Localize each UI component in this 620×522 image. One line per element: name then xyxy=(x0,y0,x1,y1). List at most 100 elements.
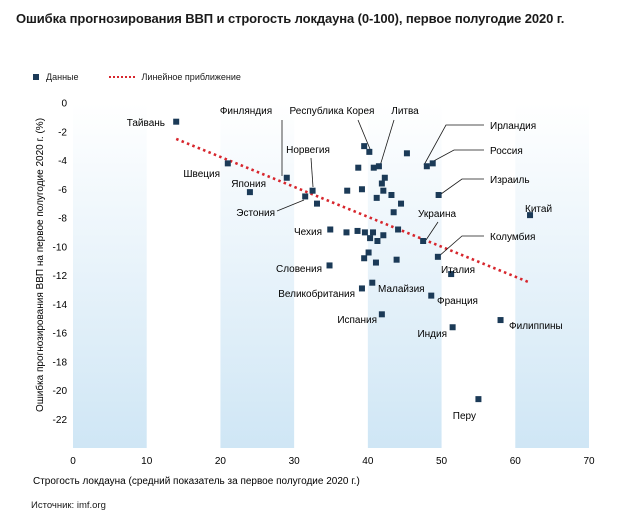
point-label: Республика Корея xyxy=(290,105,375,117)
point-labels: Тайвань Финляндия Швеция Япония Норвегия Эсто… xyxy=(127,105,563,422)
y-tick-label: -8 xyxy=(58,214,67,225)
point-label: Италия xyxy=(441,265,475,276)
data-point xyxy=(378,311,385,318)
data-point xyxy=(361,143,368,150)
data-point xyxy=(361,229,368,236)
y-tick-label: -18 xyxy=(53,357,68,368)
data-point xyxy=(475,396,482,403)
y-tick-label: -22 xyxy=(53,415,68,426)
y-axis-ticks: 0 -2 -4 -6 -8 -10 -12 -14 -16 -18 -20 -22 xyxy=(53,99,68,426)
leader-line xyxy=(440,178,484,195)
shaded-band xyxy=(515,103,589,448)
legend-dotted-line-marker xyxy=(108,76,135,78)
data-point xyxy=(373,194,380,201)
legend-data-label: Данные xyxy=(46,72,79,82)
point-label: Эстония xyxy=(236,208,275,219)
data-point xyxy=(302,193,309,200)
legend-trend-item: Линейное приближение xyxy=(108,72,241,82)
data-point xyxy=(246,189,253,196)
point-label: Малайзия xyxy=(378,284,425,295)
chart-title: Ошибка прогнозирования ВВП и строгость л… xyxy=(16,11,565,26)
leader-lines xyxy=(276,119,484,258)
data-point xyxy=(361,255,368,262)
data-point xyxy=(326,262,333,269)
data-point xyxy=(395,226,402,233)
data-point xyxy=(390,209,397,216)
x-tick-label: 0 xyxy=(70,456,76,467)
data-point xyxy=(420,238,427,244)
data-point xyxy=(370,229,377,236)
y-tick-label: -14 xyxy=(53,300,68,311)
point-label: Литва xyxy=(391,106,419,117)
data-point xyxy=(358,186,365,193)
leader-line xyxy=(310,157,314,188)
data-point xyxy=(358,285,365,292)
x-tick-label: 50 xyxy=(436,456,448,467)
data-point xyxy=(343,229,350,236)
data-point xyxy=(449,324,456,331)
shaded-bands xyxy=(73,103,589,448)
data-point xyxy=(378,180,385,187)
leader-line xyxy=(425,221,439,241)
data-point xyxy=(369,279,376,286)
data-point xyxy=(380,232,387,239)
leader-line xyxy=(379,119,395,167)
data-point xyxy=(313,200,320,207)
point-label: Япония xyxy=(231,179,266,190)
shaded-band xyxy=(367,103,442,448)
data-point xyxy=(375,163,382,170)
legend-square-marker xyxy=(33,74,39,80)
data-points xyxy=(173,118,534,403)
data-point xyxy=(423,163,430,170)
leader-line xyxy=(276,199,305,212)
shaded-band xyxy=(220,103,295,448)
data-point xyxy=(393,256,400,263)
point-label: Испания xyxy=(337,315,377,326)
x-tick-label: 30 xyxy=(289,456,301,467)
shaded-band xyxy=(73,103,147,448)
point-label: Колумбия xyxy=(490,231,535,243)
data-point xyxy=(367,235,374,242)
data-point xyxy=(434,253,441,260)
point-label: Чехия xyxy=(294,227,322,238)
leader-line xyxy=(437,235,484,258)
source-note: Источник: imf.org xyxy=(31,500,106,511)
leader-line xyxy=(423,124,484,166)
legend: Данные Линейное приближение xyxy=(33,72,271,82)
data-point xyxy=(366,148,373,155)
point-label: Тайвань xyxy=(127,118,165,129)
data-point xyxy=(372,259,379,266)
point-label: Словения xyxy=(276,264,322,275)
data-point xyxy=(283,174,290,181)
data-point xyxy=(388,192,395,198)
leader-line xyxy=(429,149,484,164)
x-axis-ticks: 0 10 20 30 40 50 60 70 xyxy=(70,456,595,467)
y-tick-label: -2 xyxy=(58,127,67,138)
y-tick-label: -6 xyxy=(58,185,67,196)
data-point xyxy=(403,150,410,157)
point-label: Финляндия xyxy=(220,106,272,117)
data-point xyxy=(448,271,455,278)
data-point xyxy=(429,160,436,167)
data-point xyxy=(224,160,231,167)
point-label: Великобритания xyxy=(278,288,355,300)
data-point xyxy=(327,226,334,233)
x-tick-label: 70 xyxy=(583,456,595,467)
leader-line xyxy=(357,119,371,150)
point-label: Норвегия xyxy=(286,145,330,156)
point-label: Швеция xyxy=(183,169,220,180)
point-label: Китай xyxy=(525,204,552,215)
x-axis-label: Строгость локдауна (средний показатель з… xyxy=(33,476,360,487)
data-point xyxy=(309,187,316,194)
data-point xyxy=(355,164,362,171)
legend-data-item: Данные xyxy=(33,72,79,82)
point-label: Израиль xyxy=(490,175,530,186)
point-label: Перу xyxy=(453,411,476,422)
data-point xyxy=(527,212,534,219)
data-point xyxy=(365,249,372,256)
y-tick-label: -16 xyxy=(53,329,68,340)
data-point xyxy=(374,238,381,244)
data-point xyxy=(381,174,388,181)
data-point xyxy=(354,227,361,234)
y-tick-label: -12 xyxy=(53,271,68,282)
